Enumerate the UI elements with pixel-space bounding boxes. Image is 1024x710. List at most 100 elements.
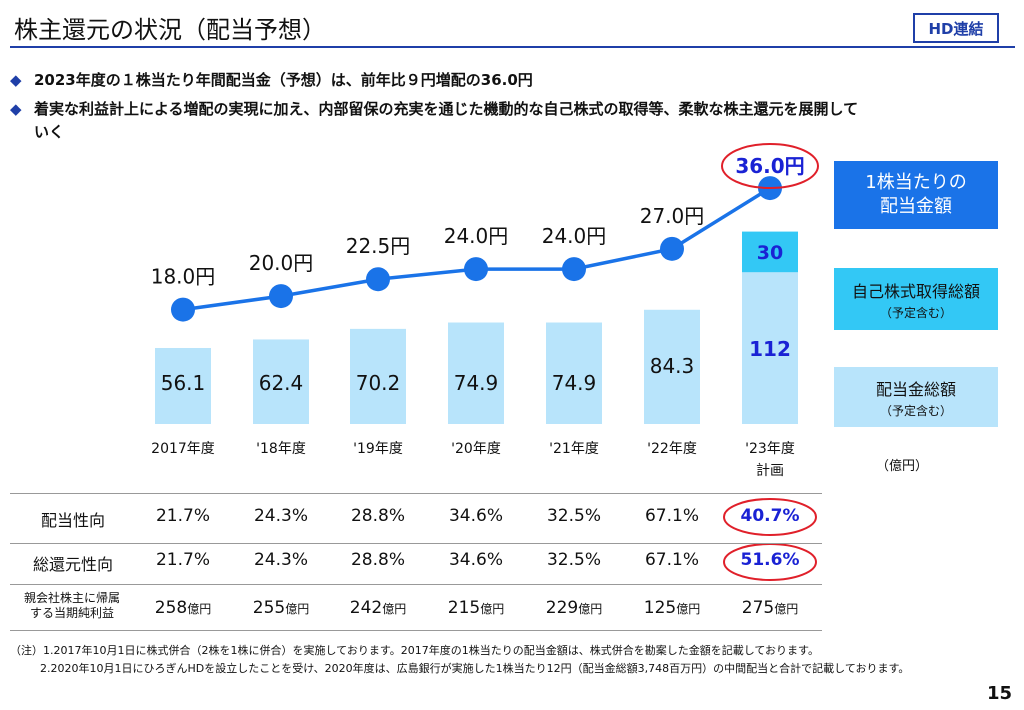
dps-point	[269, 284, 293, 309]
buyback-value-label: 30	[757, 242, 783, 264]
net-profit-cell: 275億円	[724, 598, 816, 618]
legend-dps-line1: 1株当たりの	[865, 172, 967, 193]
table-cell: 40.7%	[740, 506, 800, 526]
footnote-2: 2.2020年10月1日にひろぎんHDを設立したことを受け、2020年度は、広島…	[40, 662, 910, 675]
bar-value-label: 70.2	[356, 371, 401, 395]
net-profit-unit: 億円	[578, 602, 603, 616]
net-profit-cell: 229億円	[528, 598, 620, 618]
table-cell: 28.8%	[350, 550, 405, 570]
table-cell: 21.7%	[155, 550, 210, 570]
dps-label: 27.0円	[640, 204, 705, 228]
page-number: 15	[986, 683, 1012, 704]
net-profit-value: 229	[545, 598, 579, 618]
dps-point	[464, 257, 488, 282]
table-cell: 34.6%	[448, 506, 503, 526]
highlight-circle	[721, 143, 819, 189]
row-label-net-profit: 親会社株主に帰属 する当期純利益	[12, 591, 132, 621]
dividend-bar	[742, 272, 798, 424]
bullet-2-text-cont: いく	[34, 123, 65, 141]
table-cell: 32.5%	[546, 550, 601, 570]
net-profit-label-line2: する当期純利益	[29, 606, 114, 620]
dps-label: 20.0円	[249, 251, 314, 275]
row-label-payout: 配当性向	[40, 511, 105, 530]
dps-point	[171, 297, 195, 322]
table-divider	[10, 630, 822, 631]
table-cell: 67.1%	[644, 550, 699, 570]
legend-buyback-label: 自己株式取得総額	[851, 281, 980, 301]
net-profit-value: 255	[252, 598, 286, 618]
highlight-circle	[723, 543, 817, 581]
dps-point	[366, 267, 390, 292]
bullet-2-text: 着実な利益計上による増配の実現に加え、内部留保の充実を通じた機動的な自己株式の取…	[34, 100, 859, 118]
category-label: '21年度	[549, 441, 599, 457]
table-cell: 24.3%	[253, 550, 308, 570]
net-profit-value: 258	[154, 598, 188, 618]
dps-label: 18.0円	[151, 265, 216, 289]
bar-value-label: 84.3	[650, 354, 695, 378]
table-cell: 24.3%	[253, 506, 308, 526]
category-label: '22年度	[647, 441, 697, 457]
dividend-bar	[155, 347, 211, 424]
net-profit-label-line1: 親会社株主に帰属	[23, 591, 120, 605]
hd-badge: HD連結	[913, 13, 999, 43]
net-profit-cell: 242億円	[332, 598, 424, 618]
bar-value-label: 62.4	[259, 371, 304, 395]
table-cell: 28.8%	[350, 506, 405, 526]
category-label: 2017年度	[151, 441, 215, 457]
dps-label: 22.5円	[346, 234, 411, 258]
legend-dps-line2: 配当金額	[880, 196, 952, 217]
category-label: '19年度	[353, 441, 403, 457]
legend-dividend-label: 配当金総額	[875, 379, 956, 399]
dividend-bar	[253, 339, 309, 424]
dps-point	[562, 257, 586, 282]
category-label: '20年度	[451, 441, 501, 457]
buyback-bar	[742, 231, 798, 273]
legend-buyback-sub: （予定含む）	[879, 305, 952, 320]
net-profit-unit: 億円	[480, 602, 505, 616]
table-divider	[10, 543, 822, 544]
legend-dps: 1株当たりの 配当金額	[834, 161, 998, 229]
legend-dividend-sub: （予定含む）	[879, 403, 952, 418]
dps-label: 24.0円	[444, 224, 509, 248]
dividend-bar	[448, 322, 504, 424]
dps-label: 36.0円	[735, 154, 804, 178]
table-cell: 21.7%	[155, 506, 210, 526]
table-cell: 34.6%	[448, 550, 503, 570]
dividend-bar	[644, 309, 700, 424]
table-cell: 67.1%	[644, 506, 699, 526]
legend-buyback: 自己株式取得総額 （予定含む）	[834, 268, 998, 330]
net-profit-cell: 255億円	[235, 598, 327, 618]
net-profit-unit: 億円	[676, 602, 701, 616]
net-profit-unit: 億円	[285, 602, 310, 616]
net-profit-value: 125	[643, 598, 677, 618]
table-divider	[10, 584, 822, 585]
title-underline	[10, 46, 1015, 48]
table-cell: 32.5%	[546, 506, 601, 526]
net-profit-value: 242	[349, 598, 383, 618]
page-title: 株主還元の状況（配当予想）	[14, 16, 326, 44]
diamond-bullet-icon: ◆	[10, 71, 22, 89]
net-profit-unit: 億円	[774, 602, 799, 616]
table-divider	[10, 493, 822, 494]
table-cell: 51.6%	[740, 550, 800, 570]
net-profit-cell: 258億円	[137, 598, 229, 618]
dividend-bar	[350, 328, 406, 424]
category-sub-label: 計画	[756, 463, 784, 479]
legend-dividend: 配当金総額 （予定含む）	[834, 367, 998, 427]
bullet-1: ◆ 2023年度の１株当たり年間配当金（予想）は、前年比９円増配の36.0円	[10, 69, 1000, 92]
dps-label: 24.0円	[542, 224, 607, 248]
footnote-1: （注）1.2017年10月1日に株式併合（2株を1株に併合）を実施しております。…	[10, 644, 819, 657]
unit-label: （億円）	[876, 459, 929, 474]
bar-value-label: 56.1	[161, 371, 206, 395]
net-profit-unit: 億円	[382, 602, 407, 616]
net-profit-cell: 215億円	[430, 598, 522, 618]
bullet-2: ◆ 着実な利益計上による増配の実現に加え、内部留保の充実を通じた機動的な自己株式の…	[10, 98, 1010, 144]
dps-point	[660, 236, 684, 261]
bar-value-label: 74.9	[454, 371, 499, 395]
bar-value-label: 74.9	[552, 371, 597, 395]
net-profit-value: 215	[447, 598, 481, 618]
bar-value-label: 112	[749, 337, 791, 361]
net-profit-value: 275	[741, 598, 775, 618]
category-label: '23年度	[745, 441, 795, 457]
